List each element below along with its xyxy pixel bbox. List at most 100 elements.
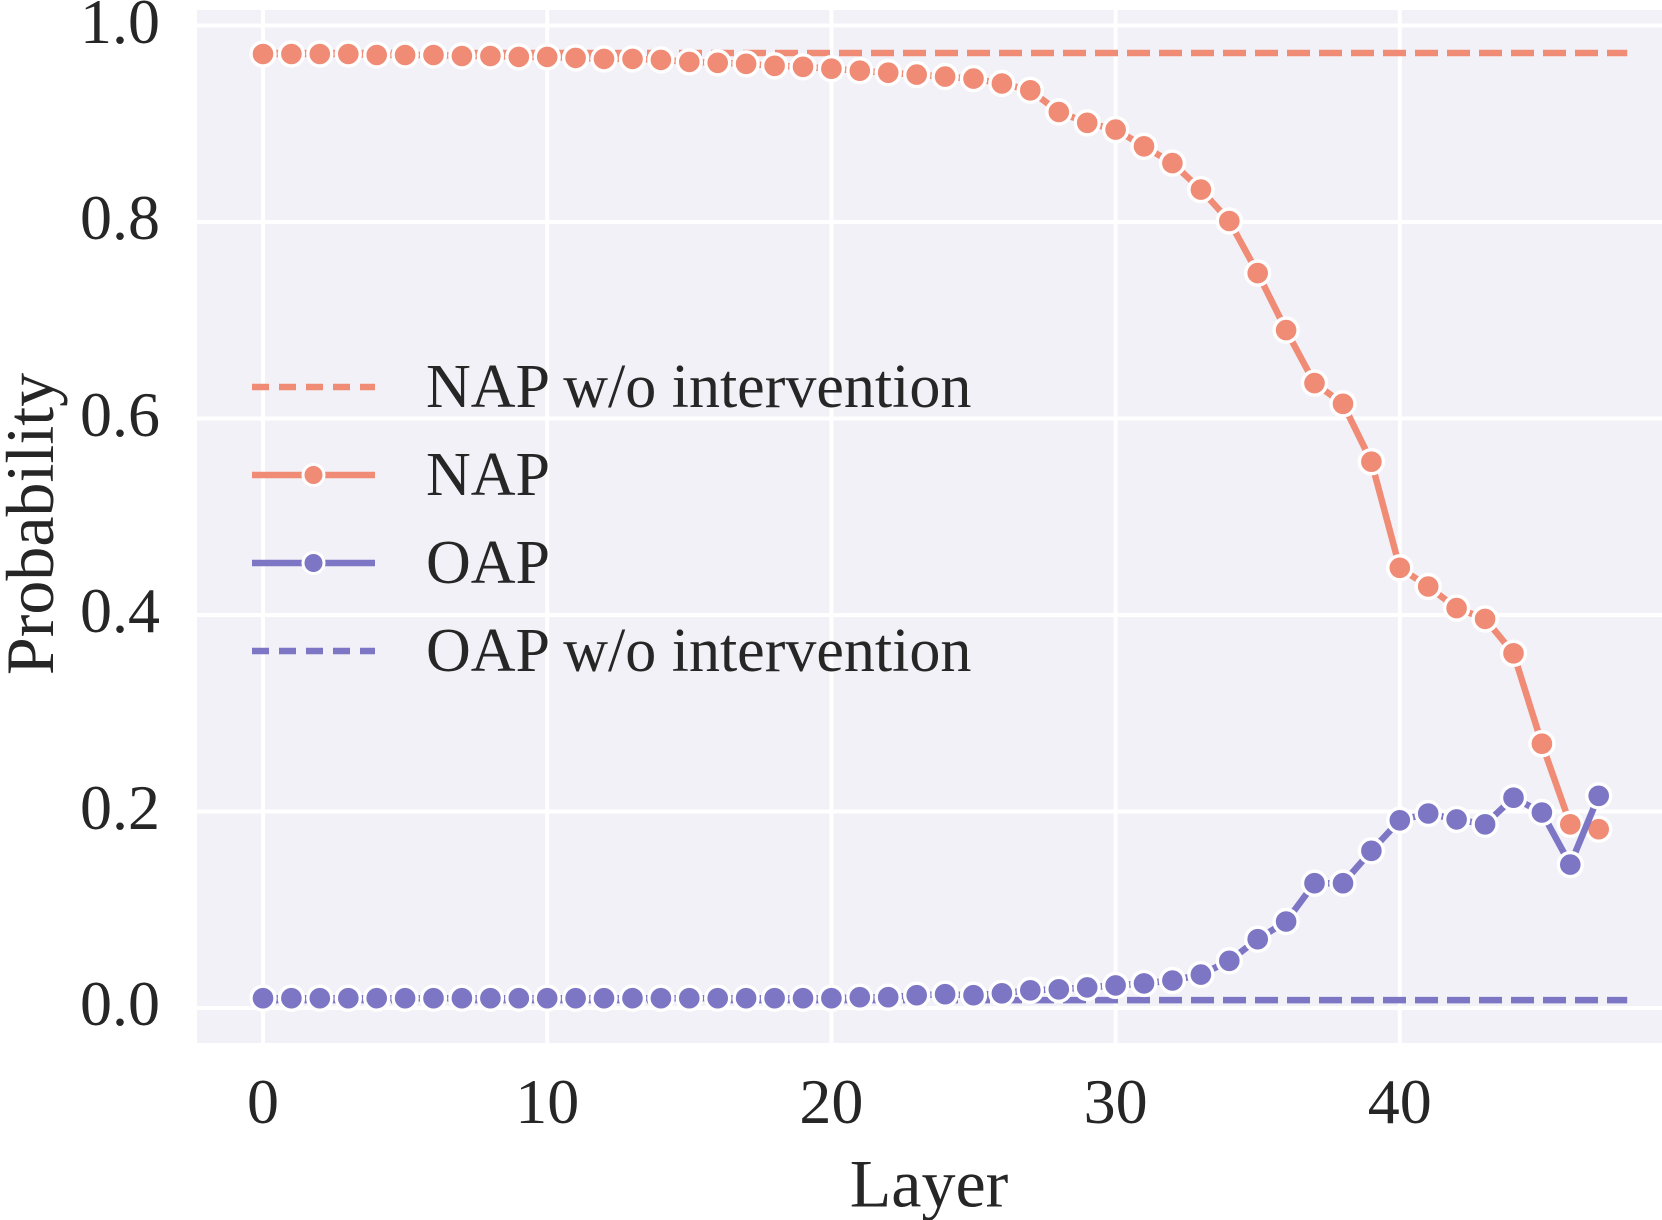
data-point-nap [1187, 175, 1215, 204]
data-point-oap [846, 983, 874, 1011]
y-tick-label: 1.0 [80, 0, 160, 57]
x-tick-label: 40 [1367, 1066, 1432, 1137]
data-point-nap [874, 58, 902, 87]
legend-marker-dot [301, 551, 326, 575]
data-point-nap [334, 40, 362, 68]
data-point-oap [1386, 806, 1414, 834]
data-point-nap [1357, 448, 1386, 476]
data-point-nap [1528, 730, 1556, 758]
legend-item-nap: NAP [250, 431, 971, 519]
data-point-oap [1215, 947, 1244, 975]
legend-sample-purple-line-with-marker [252, 551, 375, 575]
data-point-oap [789, 984, 817, 1012]
data-point-nap [1073, 109, 1101, 137]
legend-sample-salmon-line-with-marker [252, 463, 375, 487]
data-point-nap [561, 44, 590, 72]
legend-sample-dashed-purple-line [252, 647, 375, 655]
x-tick-label: 0 [247, 1066, 279, 1137]
data-point-oap [874, 983, 902, 1011]
data-point-nap [732, 50, 760, 78]
x-axis-title: Layer [849, 1145, 1009, 1220]
data-point-oap [533, 984, 561, 1012]
data-point-nap [419, 41, 448, 69]
data-point-nap [1471, 605, 1499, 633]
data-point-oap [903, 981, 931, 1009]
legend-item-oap-wo-intervention: OAP w/o intervention [250, 607, 971, 695]
data-point-oap [704, 984, 732, 1012]
data-point-nap [704, 49, 732, 77]
data-point-nap [1414, 572, 1442, 601]
data-point-nap [1272, 316, 1300, 344]
data-point-nap [590, 45, 618, 73]
data-point-nap [363, 41, 391, 69]
data-point-nap [1016, 76, 1045, 105]
data-point-oap [419, 984, 448, 1012]
data-point-nap [1215, 207, 1244, 235]
data-point-oap [476, 984, 505, 1012]
data-point-oap [618, 984, 647, 1012]
data-point-nap [1101, 115, 1130, 144]
data-point-nap [1386, 554, 1414, 582]
data-point-nap [1300, 369, 1329, 397]
data-point-oap [505, 984, 533, 1012]
legend-label: OAP [426, 529, 551, 597]
data-point-oap [1528, 798, 1556, 827]
legend-sample-dashed-salmon-line [252, 383, 375, 391]
data-point-oap [760, 984, 789, 1012]
data-point-nap [505, 43, 533, 71]
data-point-oap [1329, 869, 1357, 897]
data-point-oap [1357, 837, 1386, 865]
data-point-nap [1158, 149, 1187, 177]
data-point-oap [675, 984, 703, 1012]
y-axis-title: Probability [0, 372, 68, 676]
data-point-nap [931, 62, 959, 91]
y-tick-label: 0.8 [80, 182, 160, 253]
data-point-oap [306, 984, 334, 1012]
legend-label: NAP [426, 441, 551, 509]
data-point-nap [789, 53, 817, 81]
gridlines [197, 10, 1662, 1043]
data-point-nap [448, 42, 476, 70]
x-tick-label: 30 [1083, 1066, 1148, 1137]
data-point-nap [988, 69, 1016, 98]
data-point-nap [476, 42, 505, 70]
data-point-oap [1556, 850, 1585, 879]
data-point-nap [1045, 98, 1073, 126]
plot-area [197, 10, 1662, 1043]
data-point-nap [760, 52, 789, 80]
data-point-nap [391, 41, 419, 69]
data-point-nap [533, 43, 561, 71]
data-point-oap [1471, 810, 1499, 838]
data-point-oap [1414, 799, 1442, 828]
data-point-nap [1556, 810, 1585, 838]
data-point-nap [1243, 259, 1272, 287]
data-point-nap [1442, 594, 1471, 622]
data-point-oap [1016, 976, 1045, 1004]
data-point-nap [675, 48, 703, 76]
data-point-nap [846, 56, 874, 85]
data-point-nap [618, 45, 647, 73]
legend: NAP w/o intervention NAP OAP OAP w/o int… [250, 343, 971, 695]
data-point-oap [249, 984, 277, 1012]
y-tick-label: 0.0 [80, 968, 160, 1039]
y-tick-label: 0.4 [80, 575, 160, 646]
data-point-oap [1130, 969, 1158, 998]
legend-item-oap: OAP [250, 519, 971, 607]
data-point-oap [277, 984, 306, 1012]
y-tick-label: 0.2 [80, 771, 160, 843]
data-point-nap [306, 40, 334, 68]
data-point-nap [249, 40, 277, 68]
data-point-oap [1243, 925, 1272, 953]
data-point-oap [959, 981, 988, 1009]
data-point-oap [931, 980, 959, 1008]
data-point-nap [1329, 390, 1357, 418]
data-point-oap [732, 984, 760, 1012]
data-point-nap [903, 60, 931, 89]
x-tick-label: 20 [799, 1066, 864, 1137]
data-point-oap [1442, 805, 1471, 834]
data-point-oap [1158, 966, 1187, 995]
data-point-nap [959, 64, 988, 93]
legend-label: OAP w/o intervention [426, 617, 972, 685]
